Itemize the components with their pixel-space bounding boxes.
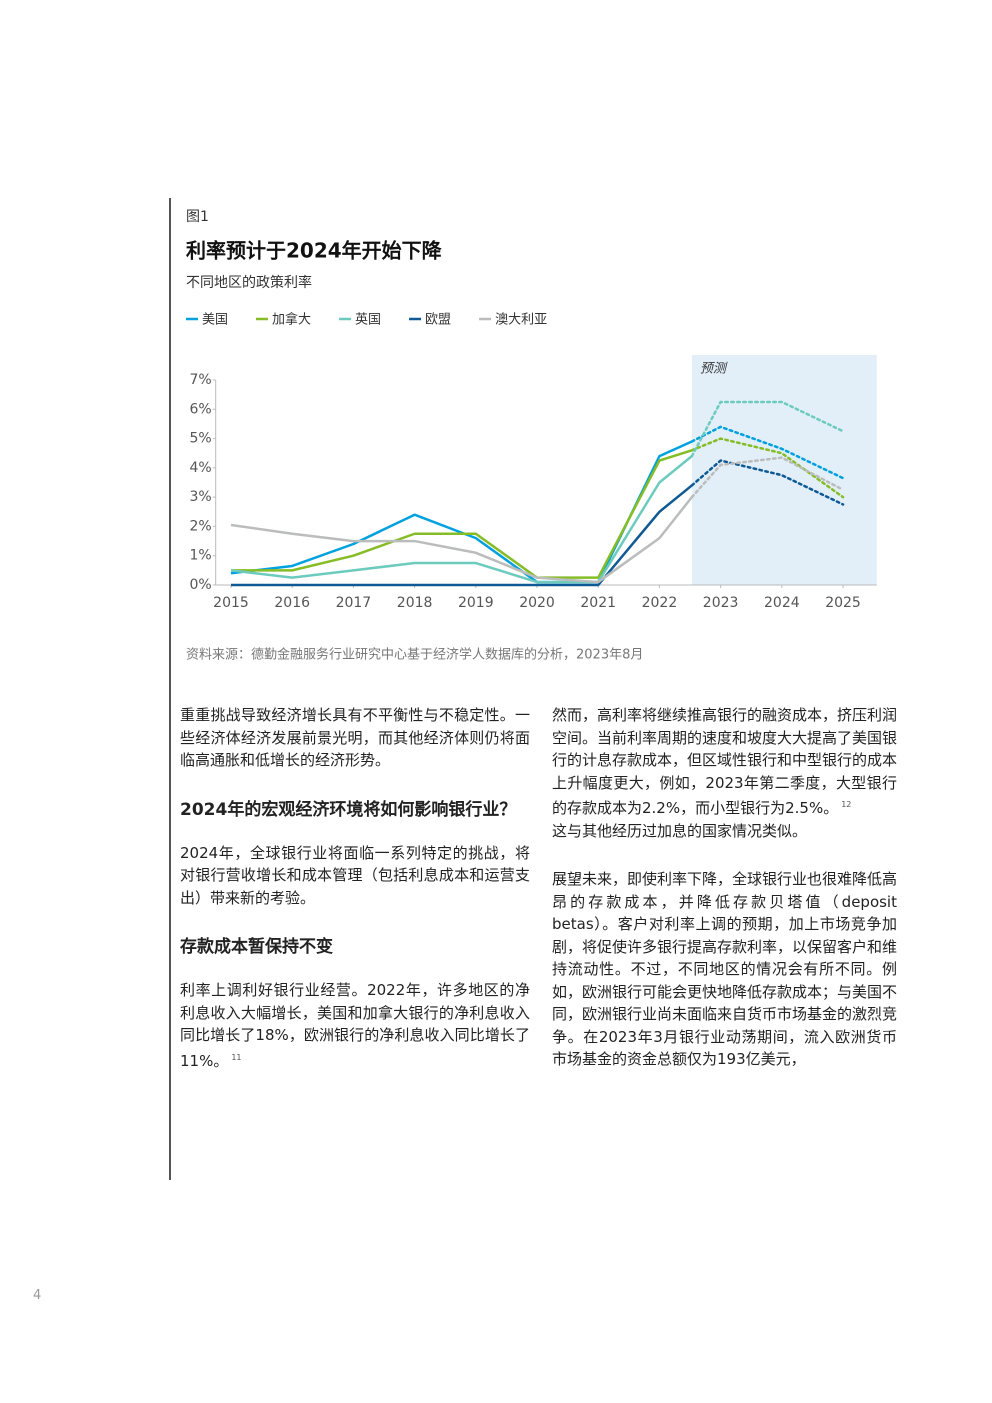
x-tick-label: 2015 (213, 595, 249, 611)
x-tick-label: 2025 (825, 595, 861, 611)
legend-label: 美国 (202, 313, 228, 328)
forecast-line (690, 437, 845, 499)
legend-label: 英国 (355, 313, 381, 328)
margin-rule (169, 198, 171, 1180)
x-tick-label: 2024 (764, 595, 800, 611)
y-tick-label: 6% (189, 401, 211, 417)
y-tick-label: 2% (189, 518, 211, 534)
series-line (231, 449, 693, 579)
x-tick-label: 2023 (703, 595, 739, 611)
forecast-line (690, 400, 845, 458)
paragraph: 重重挑战导致经济增长具有不平衡性与不稳定性。一些经济体经济发展前景光明，而其他经… (180, 704, 530, 772)
chart-source: 资料来源：德勤金融服务行业研究中心基于经济学人数据库的分析，2023年8月 (186, 647, 643, 663)
y-tick-label: 3% (189, 489, 211, 505)
series-line (230, 455, 693, 584)
legend-label: 澳大利亚 (495, 312, 547, 328)
footnote-ref: 12 (841, 800, 852, 809)
forecast-line (690, 425, 845, 480)
forecast-line (690, 456, 845, 499)
x-tick-label: 2017 (336, 595, 372, 611)
chart-subtitle: 不同地区的政策利率 (186, 274, 312, 291)
y-tick-label: 0% (189, 577, 211, 593)
legend-label: 欧盟 (425, 313, 451, 328)
x-tick-label: 2016 (274, 595, 310, 611)
series-line (231, 484, 693, 587)
paragraph: 展望未来，即使利率下降，全球银行业也很难降低高昂的存款成本，并降低存款贝塔值（d… (552, 868, 897, 1071)
text: 利率上调利好银行业经营。2022年，许多地区的净利息收入大幅增长，美国和加拿大银… (180, 981, 530, 1070)
right-column: 然而，高利率将继续推高银行的融资成本，挤压利润空间。当前利率周期的速度和坡度大大… (552, 704, 897, 1097)
series-line (230, 496, 693, 584)
forecast-band (691, 355, 877, 585)
heading: 存款成本暂保持不变 (180, 935, 530, 959)
legend-label: 加拿大 (272, 312, 311, 328)
text: 存款成本暂保持不变 (180, 937, 333, 957)
text: 2024年，全球银行业将面临一系列特定的挑战，将对银行营收增长和成本管理（包括利… (180, 843, 530, 907)
paragraph: 然而，高利率将继续推高银行的融资成本，挤压利润空间。当前利率周期的速度和坡度大大… (552, 704, 897, 842)
text: 这与其他经历过加息的国家情况类似。 (552, 821, 808, 840)
y-tick-label: 4% (189, 460, 211, 476)
footnote-ref: 11 (231, 1052, 242, 1062)
chart-title: 利率预计于2024年开始下降 (186, 239, 443, 263)
y-tick-label: 5% (189, 431, 211, 447)
left-column: 重重挑战导致经济增长具有不平衡性与不稳定性。一些经济体经济发展前景光明，而其他经… (180, 704, 530, 1098)
forecast-label: 预测 (700, 362, 728, 377)
x-tick-label: 2021 (580, 595, 616, 611)
y-tick-label: 7% (189, 372, 211, 388)
series-line (230, 440, 693, 584)
x-tick-label: 2019 (458, 595, 494, 611)
chart: 图1 利率预计于2024年开始下降 不同地区的政策利率 资料来源：德勤金融服务行… (186, 209, 877, 663)
x-tick-label: 2022 (642, 595, 678, 611)
figure-label: 图1 (186, 209, 209, 225)
heading: 2024年的宏观经济环境将如何影响银行业？ (180, 798, 530, 822)
x-tick-label: 2018 (397, 595, 433, 611)
text: 重重挑战导致经济增长具有不平衡性与不稳定性。一些经济体经济发展前景光明，而其他经… (180, 706, 530, 769)
paragraph: 2024年，全球银行业将面临一系列特定的挑战，将对银行营收增长和成本管理（包括利… (180, 842, 530, 910)
text: 展望未来，即使利率下降，全球银行业也很难降低高昂的存款成本，并降低存款贝塔值（d… (552, 870, 898, 1068)
text: 2024年的宏观经济环境将如何影响银行业？ (180, 799, 517, 820)
x-tick-label: 2020 (519, 595, 555, 611)
paragraph: 利率上调利好银行业经营。2022年，许多地区的净利息收入大幅增长，美国和加拿大银… (180, 979, 530, 1072)
text: 然而，高利率将继续推高银行的融资成本，挤压利润空间。当前利率周期的速度和坡度大大… (552, 706, 898, 817)
y-tick-label: 1% (189, 548, 211, 564)
page-number: 4 (33, 1288, 42, 1303)
forecast-line (690, 459, 845, 506)
